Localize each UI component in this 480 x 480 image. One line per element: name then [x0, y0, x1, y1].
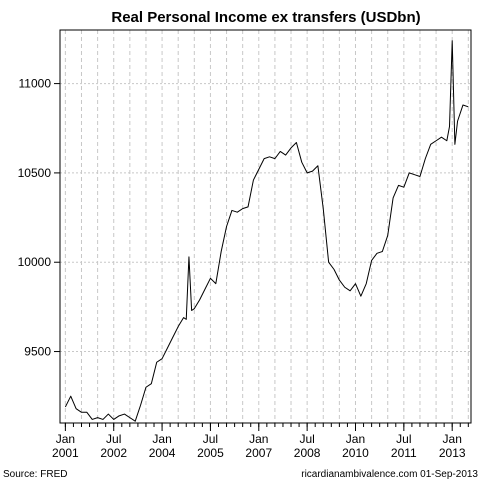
x-tick-label-year: 2001	[52, 446, 79, 460]
y-tick-label: 9500	[24, 345, 51, 359]
plot-frame	[59, 29, 472, 424]
x-tick-label-year: 2004	[149, 446, 176, 460]
x-tick-label-month: Jan	[56, 432, 75, 446]
y-axis: 9500 10000 10500 11000	[18, 77, 60, 359]
source-note: Source: FRED	[3, 469, 67, 480]
x-tick-label-month: Jan	[249, 432, 268, 446]
x-tick-label-month: Jan	[152, 432, 171, 446]
credit-note: ricardianambivalence.com 01-Sep-2013	[301, 469, 478, 480]
x-tick-label-month: Jan	[346, 432, 365, 446]
x-tick-label-year: 2005	[197, 446, 224, 460]
y-tick-label: 10000	[18, 255, 52, 269]
y-tick-label: 11000	[19, 77, 52, 91]
x-tick-label-month: Jul	[299, 432, 314, 446]
x-tick-label-month: Jul	[203, 432, 218, 446]
grid	[60, 30, 471, 423]
x-tick-label-year: 2002	[100, 446, 127, 460]
x-tick-label-year: 2008	[294, 446, 321, 460]
series-line-layer	[64, 40, 469, 422]
x-tick-label-year: 2007	[245, 446, 272, 460]
x-tick-label-year: 2013	[439, 446, 466, 460]
x-tick-label-year: 2011	[391, 446, 417, 460]
x-axis: Jan2001Jul2002Jan2004Jul2005Jan2007Jul20…	[52, 423, 469, 460]
x-tick-label-month: Jan	[443, 432, 462, 446]
chart-title: Real Personal Income ex transfers (USDbn…	[111, 9, 420, 26]
x-tick-label-month: Jul	[396, 432, 411, 446]
y-tick-label: 10500	[18, 166, 52, 180]
series-line	[64, 40, 469, 422]
x-tick-label-year: 2010	[342, 446, 369, 460]
x-tick-label-month: Jul	[106, 432, 121, 446]
